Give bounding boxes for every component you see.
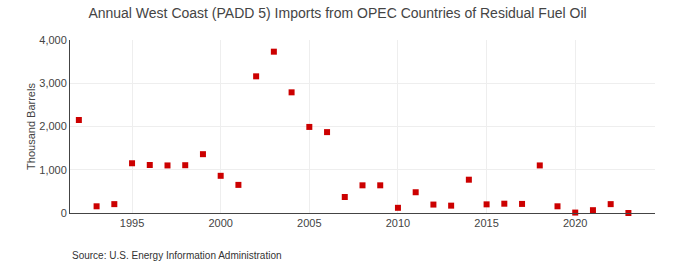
svg-text:Thousand Barrels: Thousand Barrels bbox=[25, 83, 37, 170]
svg-text:2000: 2000 bbox=[208, 217, 232, 229]
svg-text:2,000: 2,000 bbox=[39, 120, 67, 132]
svg-text:2005: 2005 bbox=[297, 217, 321, 229]
svg-text:3,000: 3,000 bbox=[39, 77, 67, 89]
svg-text:Source: U.S. Energy Informatio: Source: U.S. Energy Information Administ… bbox=[72, 250, 282, 261]
svg-text:0: 0 bbox=[61, 207, 67, 219]
svg-text:2020: 2020 bbox=[563, 217, 587, 229]
svg-text:1995: 1995 bbox=[120, 217, 144, 229]
svg-text:1,000: 1,000 bbox=[39, 164, 67, 176]
svg-text:Annual West Coast (PADD 5) Imp: Annual West Coast (PADD 5) Imports from … bbox=[88, 5, 586, 21]
svg-text:4,000: 4,000 bbox=[39, 34, 67, 46]
svg-text:2010: 2010 bbox=[386, 217, 410, 229]
svg-text:2015: 2015 bbox=[474, 217, 498, 229]
